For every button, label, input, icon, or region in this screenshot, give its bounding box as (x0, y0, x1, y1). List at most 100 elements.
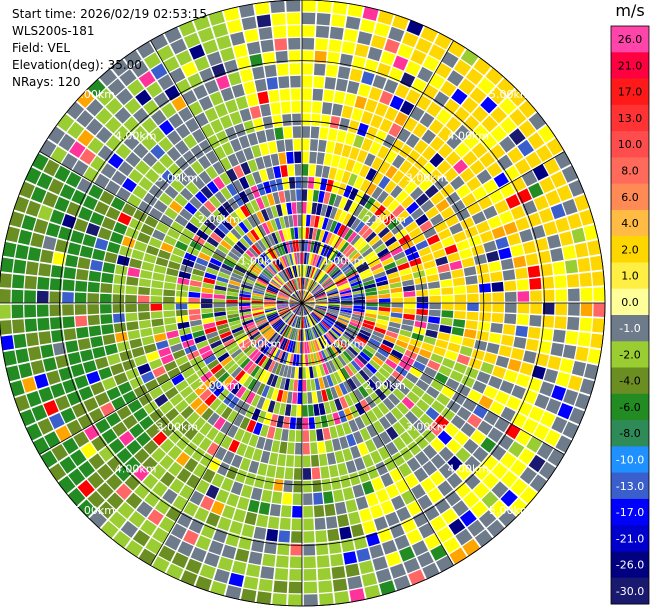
velocity-gate (449, 260, 463, 271)
velocity-gate (476, 330, 489, 342)
velocity-gate (218, 327, 231, 335)
velocity-gate (362, 366, 374, 378)
velocity-gate (388, 67, 404, 83)
velocity-gate (214, 315, 227, 322)
velocity-gate (286, 12, 301, 25)
velocity-gate (354, 457, 366, 471)
velocity-gate (304, 329, 308, 341)
velocity-gate (260, 237, 270, 249)
velocity-gate (257, 224, 267, 237)
velocity-gate (272, 277, 283, 287)
velocity-gate (472, 186, 488, 201)
velocity-gate (335, 277, 347, 285)
velocity-gate (376, 488, 390, 503)
velocity-gate (428, 44, 446, 61)
velocity-gate (302, 354, 306, 367)
velocity-gate (192, 176, 206, 190)
velocity-gate (138, 312, 151, 321)
velocity-gate (212, 253, 225, 263)
velocity-gate (318, 337, 325, 349)
velocity-gate (470, 429, 486, 445)
velocity-gate (353, 134, 365, 149)
velocity-gate (329, 26, 344, 40)
velocity-gate (488, 87, 506, 105)
velocity-gate (257, 339, 268, 350)
velocity-gate (387, 393, 401, 406)
velocity-gate (479, 293, 492, 302)
velocity-gate (477, 273, 491, 284)
velocity-gate (210, 119, 224, 134)
velocity-gate (425, 407, 440, 421)
velocity-gate (119, 245, 133, 257)
velocity-gate (326, 312, 338, 319)
velocity-gate (302, 329, 304, 341)
velocity-gate (11, 289, 24, 303)
velocity-gate (270, 219, 278, 232)
velocity-gate (517, 401, 533, 417)
velocity-gate (378, 289, 390, 295)
velocity-gate (156, 45, 174, 62)
velocity-gate (67, 351, 82, 366)
velocity-gate (384, 149, 398, 164)
velocity-gate (137, 232, 151, 244)
velocity-gate (447, 252, 461, 263)
velocity-gate (303, 277, 306, 290)
elevation-label: Elevation(deg): 35.00 (12, 58, 142, 72)
velocity-gate (328, 305, 340, 309)
range-ring-label: 5.00km (489, 504, 531, 517)
velocity-gate (219, 172, 232, 186)
velocity-gate (66, 201, 82, 217)
velocity-gate (288, 327, 294, 339)
velocity-gate (352, 255, 363, 265)
velocity-gate (437, 480, 453, 497)
velocity-gate (302, 290, 306, 302)
velocity-gate (318, 139, 327, 152)
velocity-gate (374, 222, 386, 235)
velocity-gate (279, 517, 291, 530)
velocity-gate (177, 541, 194, 557)
velocity-gate (341, 144, 352, 158)
velocity-gate (194, 191, 208, 204)
velocity-gate (278, 291, 290, 298)
velocity-gate (161, 102, 177, 119)
velocity-gate (95, 418, 111, 434)
velocity-gate (92, 346, 106, 359)
velocity-gate (283, 255, 290, 267)
velocity-gate (101, 324, 114, 335)
velocity-gate (195, 479, 210, 495)
velocity-gate (390, 185, 403, 199)
velocity-gate (286, 282, 294, 293)
velocity-gate (379, 416, 391, 430)
velocity-gate (87, 79, 106, 97)
velocity-gate (266, 311, 278, 317)
velocity-gate (160, 438, 175, 454)
velocity-gate (234, 428, 245, 442)
velocity-gate (365, 439, 377, 453)
velocity-gate (467, 202, 482, 216)
velocity-gate (309, 281, 317, 292)
velocity-gate (146, 351, 160, 362)
velocity-gate (493, 172, 509, 188)
velocity-gate (283, 416, 290, 429)
velocity-gate (522, 200, 538, 216)
velocity-gate (550, 203, 566, 220)
velocity-gate (451, 199, 466, 214)
velocity-gate (215, 489, 230, 504)
velocity-gate (379, 118, 393, 133)
velocity-gate (144, 491, 161, 508)
velocity-gate (177, 512, 193, 528)
range-ring-label: 5.00km (73, 504, 115, 517)
velocity-gate (515, 373, 531, 388)
velocity-gate (555, 217, 570, 233)
velocity-gate (293, 468, 302, 480)
velocity-gate (87, 491, 105, 509)
velocity-gate (228, 572, 244, 587)
velocity-gate (362, 6, 379, 21)
velocity-gate (245, 405, 256, 419)
velocity-gate (153, 200, 168, 213)
velocity-gate (202, 282, 215, 289)
velocity-gate (495, 355, 510, 368)
velocity-gate (166, 130, 182, 146)
velocity-gate (122, 414, 138, 430)
velocity-gate (376, 190, 389, 204)
